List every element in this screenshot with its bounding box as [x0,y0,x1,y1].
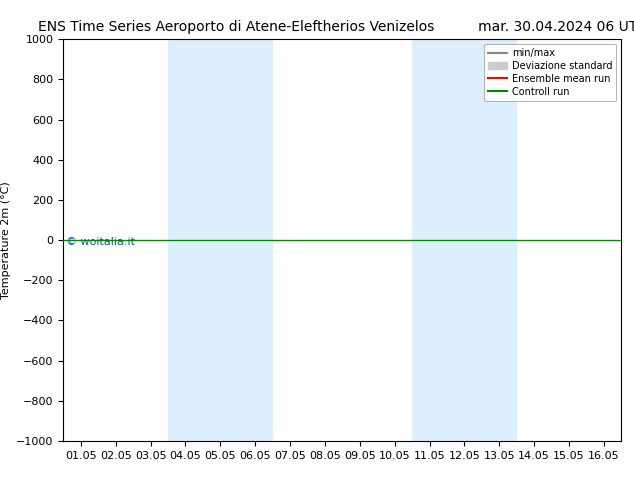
Title: ENS Time Series Aeroporto di Atene-Eleftherios Venizelos          mar. 30.04.202: ENS Time Series Aeroporto di Atene-Eleft… [38,20,634,34]
Text: © woitalia.it: © woitalia.it [66,237,135,247]
Bar [412,39,517,441]
Legend: min/max, Deviazione standard, Ensemble mean run, Controll run: min/max, Deviazione standard, Ensemble m… [484,44,616,100]
Y-axis label: Temperature 2m (°C): Temperature 2m (°C) [1,181,11,299]
Bar [168,39,273,441]
